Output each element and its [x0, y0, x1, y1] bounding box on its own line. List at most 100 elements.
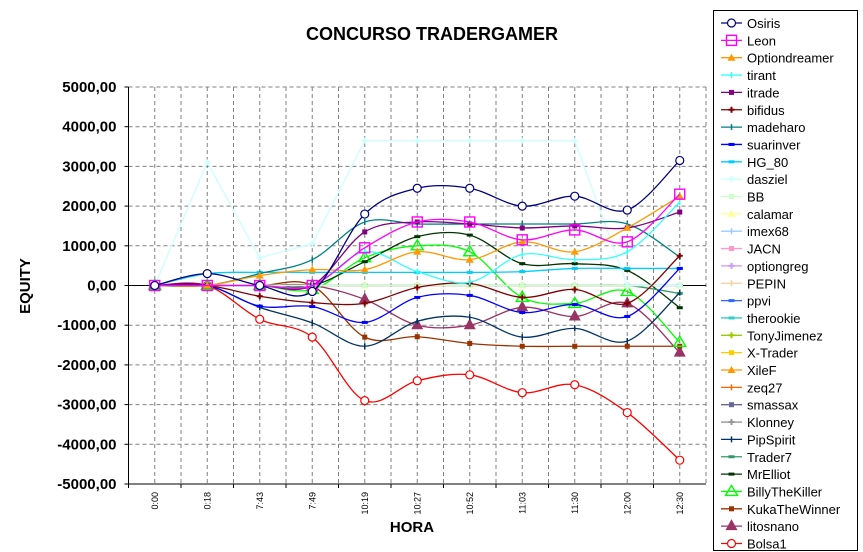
legend-label: zeq27: [747, 380, 782, 395]
legend-label: Leon: [747, 33, 776, 48]
legend: Osiris Leon Optiondreamer tirant itrade bifid…: [713, 10, 858, 552]
data-point: [466, 233, 473, 237]
legend-marker-icon: [728, 455, 735, 459]
data-point: [360, 396, 370, 406]
legend-label: imex68: [747, 224, 789, 239]
legend-item: KukaTheWinner: [721, 502, 841, 517]
data-point: [467, 221, 473, 227]
legend-marker-icon: [728, 176, 735, 183]
legend-label: Osiris: [747, 16, 781, 31]
data-point: [518, 237, 527, 245]
x-tick-label: 0:18: [202, 492, 212, 510]
legend-label: therookie: [747, 311, 800, 326]
data-point: [572, 343, 578, 349]
data-point: [624, 266, 631, 270]
legend-item: Trader7: [721, 450, 792, 465]
legend-marker-icon: [726, 538, 737, 549]
legend-marker-icon: [727, 366, 736, 373]
x-tick-label: 7:49: [307, 492, 317, 510]
legend-label: Klonney: [747, 415, 794, 430]
legend-item: Leon: [721, 33, 776, 48]
legend-item: BillyTheKiller: [721, 484, 823, 499]
data-point: [362, 334, 368, 340]
legend-box: [713, 10, 858, 551]
data-point: [414, 137, 421, 144]
data-point: [571, 137, 578, 144]
legend-item: calamar: [721, 207, 794, 222]
data-point: [362, 229, 368, 235]
legend-item: dasziel: [721, 172, 788, 187]
x-tick-label: 10:52: [465, 492, 475, 515]
y-tick-label: -4000,00: [57, 436, 116, 453]
x-tick-label: 12:00: [622, 492, 632, 515]
data-point: [567, 296, 582, 309]
data-point: [622, 407, 632, 418]
x-tick-label: 10:19: [360, 492, 370, 515]
data-point: [466, 270, 473, 274]
data-point: [677, 209, 683, 215]
data-point: [675, 192, 684, 200]
y-axis-ticks: 5000,00 4000,00 3000,00 2000,00 1000,00 0,00 -…: [57, 79, 129, 493]
legend-marker-icon: [725, 519, 738, 531]
data-point: [519, 310, 526, 314]
data-point: [519, 137, 526, 144]
data-point: [672, 334, 687, 347]
y-tick-label: 1000,00: [62, 238, 116, 255]
legend-item: litosnano: [721, 519, 799, 534]
x-tick-label: 0:00: [150, 492, 160, 510]
data-point: [624, 300, 631, 307]
data-point: [570, 191, 580, 201]
data-point: [308, 265, 317, 273]
legend-item: Bolsa1: [721, 537, 787, 552]
legend-label: bifidus: [747, 103, 785, 118]
data-point: [309, 305, 316, 309]
legend-marker-icon: [729, 89, 734, 95]
legend-marker-icon: [727, 209, 736, 217]
data-point: [150, 280, 160, 291]
legend-label: JACN: [747, 242, 781, 257]
legend-item: XileF: [721, 363, 777, 378]
data-point: [465, 255, 474, 263]
legend-marker-icon: [725, 34, 738, 47]
y-tick-label: -5000,00: [57, 476, 116, 493]
series-dasziel: [151, 137, 683, 289]
legend-label: MrElliot: [747, 467, 791, 482]
legend-label: BB: [747, 190, 764, 205]
legend-item: itrade: [721, 85, 780, 100]
y-tick-label: 3000,00: [62, 158, 116, 175]
legend-item: optiongreg: [721, 259, 808, 274]
data-point: [256, 293, 263, 300]
data-point: [201, 279, 213, 292]
legend-marker-icon: [724, 484, 739, 497]
data-point: [674, 188, 686, 200]
series-bolsa1: [150, 280, 685, 465]
legend-label: madeharo: [747, 120, 806, 135]
data-point: [517, 388, 527, 398]
legend-marker-icon: [728, 316, 735, 320]
legend-label: Trader7: [747, 450, 792, 465]
data-point: [571, 286, 578, 293]
data-point: [358, 292, 371, 304]
y-tick-label: 2000,00: [62, 198, 116, 215]
x-tick-label: 11:30: [570, 492, 580, 514]
data-point: [519, 294, 526, 301]
data-point: [307, 332, 317, 342]
legend-item: tirant: [721, 68, 776, 83]
legend-item: madeharo: [721, 120, 806, 135]
data-point: [571, 262, 578, 266]
y-tick-label: -2000,00: [57, 357, 116, 374]
legend-marker-icon: [728, 299, 735, 303]
data-point: [256, 304, 263, 308]
data-point: [676, 266, 683, 270]
data-point: [464, 216, 476, 228]
data-point: [361, 320, 368, 324]
y-axis-label: EQUITY: [17, 258, 34, 314]
x-tick-label: 12:30: [675, 492, 685, 515]
data-point: [413, 247, 422, 255]
data-point: [519, 262, 526, 266]
legend-item: PEPIN: [721, 276, 786, 291]
data-point: [307, 286, 317, 297]
x-tick-label: 10:27: [412, 492, 422, 515]
legend-marker-icon: [727, 53, 736, 61]
